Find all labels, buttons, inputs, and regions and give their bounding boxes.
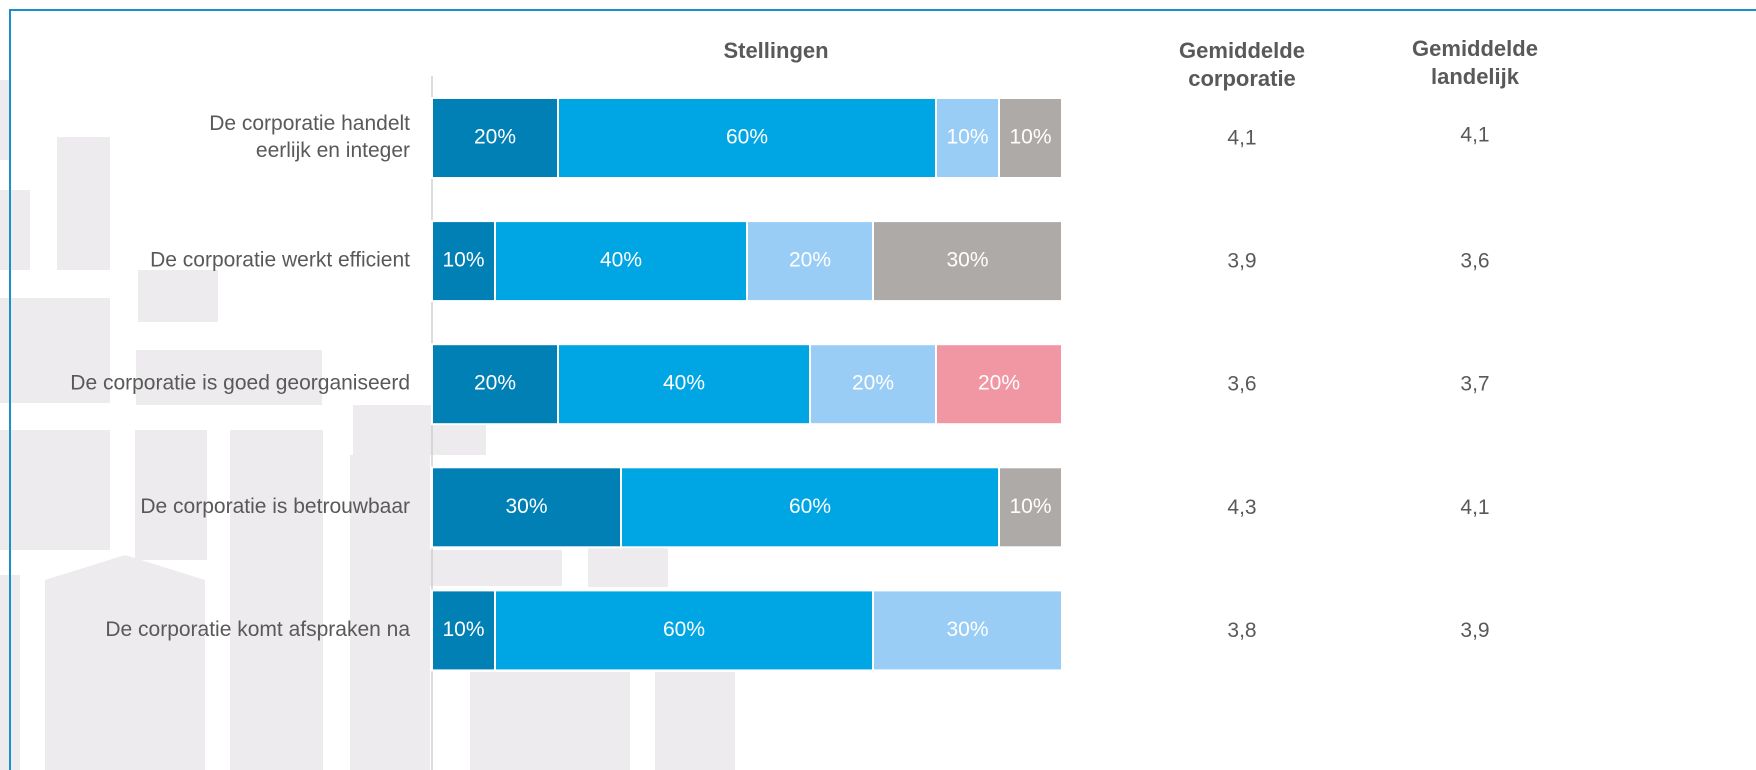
background-decoration [0, 80, 735, 770]
bar-segment [935, 343, 1063, 426]
bar-value-label: 30% [946, 249, 988, 272]
category-label: De corporatie handelt [209, 112, 410, 135]
category-label: De corporatie is betrouwbaar [140, 495, 410, 518]
bar-segment [557, 343, 811, 426]
bar-value-label: 20% [852, 372, 894, 395]
bar-value-label: 60% [789, 495, 831, 518]
category-label: De corporatie werkt efficient [150, 249, 410, 272]
bar-value-label: 20% [474, 372, 516, 395]
column-value: 4,1 [1460, 124, 1489, 147]
frame [9, 9, 1756, 770]
bar-value-label: 20% [474, 126, 516, 149]
bar-value-label: 10% [442, 249, 484, 272]
bar-value-label: 40% [663, 372, 705, 395]
column-value: 4,1 [1227, 127, 1256, 150]
bar-segment [620, 466, 1000, 549]
bar-value-label: 60% [726, 126, 768, 149]
bar-segment [431, 97, 559, 179]
bar-value-label: 40% [600, 249, 642, 272]
column-value: 3,9 [1460, 619, 1489, 642]
column-value: 3,9 [1227, 250, 1256, 273]
category-label: De corporatie is goed georganiseerd [70, 372, 410, 395]
column-value: 4,1 [1460, 496, 1489, 519]
bar-segment [872, 589, 1063, 672]
bar-segment [494, 220, 748, 303]
bar-segment [809, 343, 937, 426]
bar-segment [557, 97, 937, 179]
bar-segment [431, 220, 496, 303]
column-value: 4,3 [1227, 496, 1256, 519]
column-header: Gemiddelde [1179, 38, 1305, 63]
column-value: 3,8 [1227, 619, 1256, 642]
bar-value-label: 20% [978, 372, 1020, 395]
bar-value-label: 10% [442, 618, 484, 641]
bar-value-label: 20% [789, 249, 831, 272]
bar-segment [935, 97, 1000, 179]
column-header: landelijk [1431, 64, 1520, 89]
bar-value-label: 10% [946, 126, 988, 149]
bar-value-label: 30% [946, 618, 988, 641]
column-value: 3,6 [1460, 250, 1489, 273]
bar-value-label: 10% [1009, 126, 1051, 149]
column-value: 3,7 [1460, 373, 1489, 396]
bar-segment [431, 589, 496, 672]
category-label: De corporatie komt afspraken na [105, 618, 410, 641]
column-header: corporatie [1188, 66, 1296, 91]
bar-value-label: 60% [663, 618, 705, 641]
bar-value-label: 30% [505, 495, 547, 518]
bar-segment [998, 466, 1063, 549]
bar-segment [494, 589, 874, 672]
bar-segment [872, 220, 1063, 303]
bar-segment [746, 220, 874, 303]
category-label: eerlijk en integer [256, 139, 410, 162]
bar-value-label: 10% [1009, 495, 1051, 518]
column-value: 3,6 [1227, 373, 1256, 396]
bar-segment [998, 97, 1063, 179]
bar-segment [431, 343, 559, 426]
chart-title: Stellingen [723, 38, 828, 63]
column-header: Gemiddelde [1412, 36, 1538, 61]
